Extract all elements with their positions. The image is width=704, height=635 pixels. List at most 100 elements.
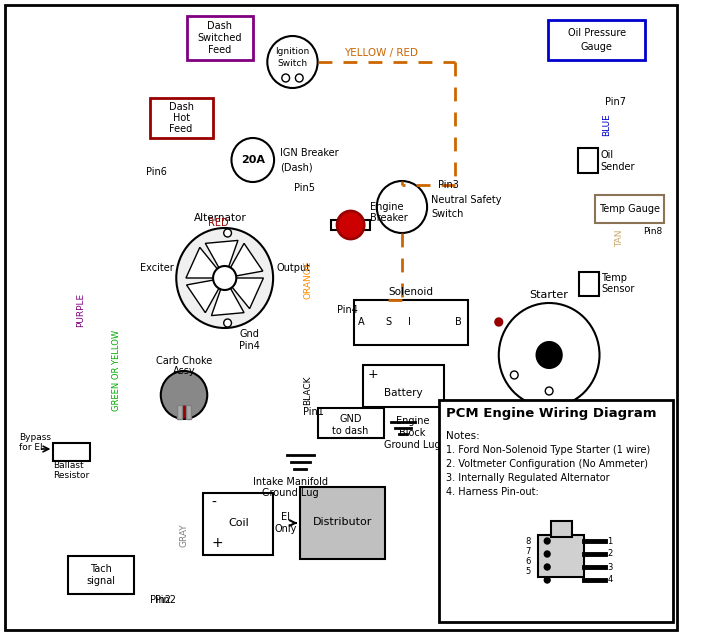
FancyBboxPatch shape xyxy=(551,521,572,537)
FancyBboxPatch shape xyxy=(177,405,182,419)
Text: TAN: TAN xyxy=(615,229,624,247)
Circle shape xyxy=(510,371,518,379)
Text: Dash: Dash xyxy=(169,102,194,112)
Circle shape xyxy=(296,74,303,82)
Circle shape xyxy=(377,181,427,233)
Text: 3. Internally Regulated Alternator: 3. Internally Regulated Alternator xyxy=(446,473,610,483)
Text: Exciter: Exciter xyxy=(139,263,173,273)
Circle shape xyxy=(224,319,232,327)
FancyBboxPatch shape xyxy=(318,408,384,438)
Polygon shape xyxy=(186,248,218,278)
Circle shape xyxy=(536,342,562,368)
Text: Block: Block xyxy=(399,428,426,438)
Text: ORANGE: ORANGE xyxy=(303,261,313,299)
Text: Switch: Switch xyxy=(277,60,308,69)
Text: 2. Voltmeter Configuration (No Ammeter): 2. Voltmeter Configuration (No Ammeter) xyxy=(446,459,648,469)
Text: Gauge: Gauge xyxy=(581,42,612,52)
FancyBboxPatch shape xyxy=(548,20,645,60)
Text: Output: Output xyxy=(276,263,310,273)
Text: Bypass: Bypass xyxy=(20,432,51,441)
FancyBboxPatch shape xyxy=(331,220,341,230)
Text: Temp: Temp xyxy=(601,273,627,283)
Text: -: - xyxy=(211,496,216,510)
Circle shape xyxy=(337,211,364,239)
FancyBboxPatch shape xyxy=(150,98,213,138)
Text: Intake Manifold: Intake Manifold xyxy=(253,477,328,487)
Text: +: + xyxy=(368,368,379,382)
FancyBboxPatch shape xyxy=(595,195,665,223)
Text: 5: 5 xyxy=(525,566,530,575)
FancyBboxPatch shape xyxy=(54,443,90,461)
Text: to dash: to dash xyxy=(332,426,369,436)
Text: Gnd: Gnd xyxy=(239,329,259,339)
Text: Oil Pressure: Oil Pressure xyxy=(567,28,626,38)
Circle shape xyxy=(495,318,503,326)
Text: PCM Engine Wiring Diagram: PCM Engine Wiring Diagram xyxy=(446,408,657,420)
Circle shape xyxy=(544,564,550,570)
Text: IGN Breaker: IGN Breaker xyxy=(280,148,339,158)
Circle shape xyxy=(176,228,273,328)
Text: Ground Lug: Ground Lug xyxy=(262,488,319,498)
Text: Dash: Dash xyxy=(208,21,232,31)
Circle shape xyxy=(546,387,553,395)
Text: YELLOW / RED: YELLOW / RED xyxy=(344,48,417,58)
Text: 1: 1 xyxy=(608,537,612,545)
Text: Temp Gauge: Temp Gauge xyxy=(599,204,660,214)
Text: Pin2: Pin2 xyxy=(155,595,176,605)
Polygon shape xyxy=(206,241,238,267)
Text: Pin1: Pin1 xyxy=(303,407,324,417)
Text: Only: Only xyxy=(275,524,297,534)
Text: Tach: Tach xyxy=(90,564,112,574)
Text: Pin5: Pin5 xyxy=(294,183,315,193)
Text: I: I xyxy=(408,317,411,327)
Text: Pin7: Pin7 xyxy=(605,97,627,107)
Circle shape xyxy=(544,538,550,544)
Circle shape xyxy=(224,229,232,237)
FancyBboxPatch shape xyxy=(578,148,598,173)
Text: Pin4: Pin4 xyxy=(239,341,260,351)
Text: Pin2: Pin2 xyxy=(150,595,171,605)
Text: Switch: Switch xyxy=(431,209,463,219)
Text: (Dash): (Dash) xyxy=(280,162,313,172)
Text: for EI: for EI xyxy=(20,443,43,453)
Text: GND: GND xyxy=(339,414,362,424)
Text: 4: 4 xyxy=(608,575,612,584)
Circle shape xyxy=(544,577,550,583)
Text: signal: signal xyxy=(86,576,115,586)
Text: Sender: Sender xyxy=(601,162,635,172)
FancyBboxPatch shape xyxy=(5,5,677,630)
Circle shape xyxy=(213,266,237,290)
Text: Breaker: Breaker xyxy=(370,213,408,223)
Text: Resistor: Resistor xyxy=(54,471,89,479)
Polygon shape xyxy=(232,278,263,309)
Text: +: + xyxy=(211,536,222,550)
Text: GREEN OR YELLOW: GREEN OR YELLOW xyxy=(112,330,120,411)
Text: Engine: Engine xyxy=(370,202,403,212)
Text: 7: 7 xyxy=(525,547,531,556)
Text: Pin3: Pin3 xyxy=(438,180,458,190)
Circle shape xyxy=(268,36,318,88)
Text: 1. Ford Non-Solenoid Type Starter (1 wire): 1. Ford Non-Solenoid Type Starter (1 wir… xyxy=(446,445,650,455)
Text: Engine: Engine xyxy=(396,416,429,426)
FancyBboxPatch shape xyxy=(187,16,253,60)
FancyBboxPatch shape xyxy=(360,220,370,230)
FancyBboxPatch shape xyxy=(439,400,673,622)
Text: EI: EI xyxy=(281,512,290,522)
Text: 6: 6 xyxy=(525,556,531,566)
Text: Sensor: Sensor xyxy=(601,284,635,294)
Polygon shape xyxy=(187,280,219,312)
Circle shape xyxy=(498,303,600,407)
Circle shape xyxy=(232,138,274,182)
Text: 4. Harness Pin-out:: 4. Harness Pin-out: xyxy=(446,487,539,497)
FancyBboxPatch shape xyxy=(579,272,598,296)
Text: Ignition: Ignition xyxy=(275,48,310,57)
Text: 3: 3 xyxy=(608,563,612,572)
Circle shape xyxy=(282,74,289,82)
Text: Ground Lug: Ground Lug xyxy=(384,440,441,450)
Text: BLACK: BLACK xyxy=(303,375,313,404)
Text: S: S xyxy=(385,317,391,327)
Text: A: A xyxy=(358,317,365,327)
Text: Feed: Feed xyxy=(170,124,193,134)
Text: Neutral Safety: Neutral Safety xyxy=(431,195,501,205)
Text: Distributor: Distributor xyxy=(313,517,372,527)
